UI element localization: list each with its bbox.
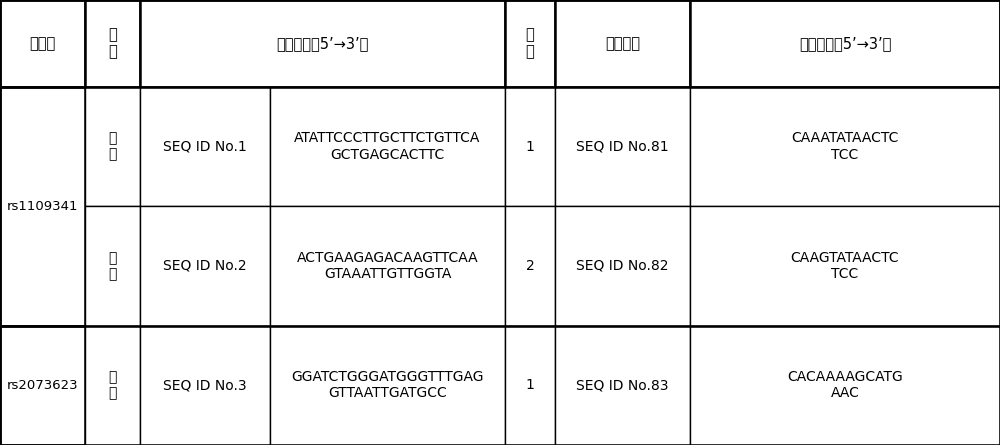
Bar — [505, 87, 555, 206]
Bar — [690, 87, 1000, 206]
Bar — [140, 326, 270, 445]
Text: rs1109341: rs1109341 — [7, 200, 78, 213]
Bar — [555, 326, 690, 445]
Text: ACTGAAGAGACAAGTTCAA
GTAAATTGTTGGTA: ACTGAAGAGACAAGTTCAA GTAAATTGTTGGTA — [297, 251, 478, 281]
Bar — [0, 87, 85, 326]
Bar — [85, 0, 140, 87]
Text: 引物序列（5’→3’）: 引物序列（5’→3’） — [276, 36, 369, 51]
Bar — [0, 326, 85, 445]
Text: SEQ ID No.3: SEQ ID No.3 — [163, 378, 247, 392]
Text: 1: 1 — [526, 140, 534, 154]
Bar — [505, 0, 555, 87]
Bar — [270, 87, 505, 206]
Bar — [505, 326, 555, 445]
Bar — [85, 206, 140, 326]
Text: 引
物: 引 物 — [108, 27, 117, 60]
Bar — [555, 0, 690, 87]
Bar — [140, 0, 505, 87]
Bar — [140, 87, 270, 206]
Text: 上
游: 上 游 — [108, 131, 117, 162]
Bar — [140, 206, 270, 326]
Text: 探
针: 探 针 — [526, 27, 534, 60]
Bar — [555, 87, 690, 206]
Text: CAAATATAACTC
TCC: CAAATATAACTC TCC — [791, 131, 899, 162]
Text: ATATTCCCTTGCTTCTGTTCA
GCTGAGCACTTC: ATATTCCCTTGCTTCTGTTCA GCTGAGCACTTC — [294, 131, 481, 162]
Bar — [690, 326, 1000, 445]
Text: SEQ ID No.81: SEQ ID No.81 — [576, 140, 669, 154]
Text: SEQ ID No.82: SEQ ID No.82 — [576, 259, 669, 273]
Text: SEQ ID No.2: SEQ ID No.2 — [163, 259, 247, 273]
Bar — [270, 326, 505, 445]
Text: rs2073623: rs2073623 — [7, 379, 78, 392]
Text: 探针序列（5’→3’）: 探针序列（5’→3’） — [799, 36, 891, 51]
Text: GGATCTGGGATGGGTTTGAG
GTTAATTGATGCC: GGATCTGGGATGGGTTTGAG GTTAATTGATGCC — [291, 370, 484, 401]
Bar — [85, 87, 140, 206]
Text: CACAAAAGCATG
AAC: CACAAAAGCATG AAC — [787, 370, 903, 401]
Bar — [690, 0, 1000, 87]
Text: SEQ ID No.83: SEQ ID No.83 — [576, 378, 669, 392]
Bar — [0, 0, 85, 87]
Text: 探针序列: 探针序列 — [605, 36, 640, 51]
Bar — [270, 206, 505, 326]
Bar — [555, 206, 690, 326]
Bar — [85, 326, 140, 445]
Text: 序列号: 序列号 — [29, 36, 56, 51]
Bar — [690, 206, 1000, 326]
Text: SEQ ID No.1: SEQ ID No.1 — [163, 140, 247, 154]
Text: 1: 1 — [526, 378, 534, 392]
Text: 2: 2 — [526, 259, 534, 273]
Text: 下
游: 下 游 — [108, 251, 117, 281]
Bar — [505, 206, 555, 326]
Text: CAAGTATAACTC
TCC: CAAGTATAACTC TCC — [791, 251, 899, 281]
Text: 上
游: 上 游 — [108, 370, 117, 401]
